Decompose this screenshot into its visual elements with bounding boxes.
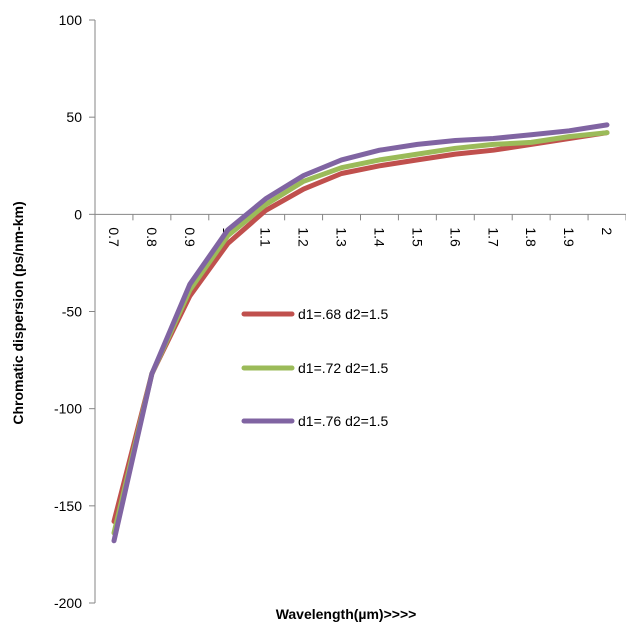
x-tick-label: 1.7 — [485, 227, 501, 247]
x-axis-ticks: 0.7 0.8 0.9 1 1.1 1.2 1.3 1.4 1.5 1.6 1.7 1.8 1.9 2 — [94, 214, 626, 247]
x-tick-label: 0.7 — [106, 227, 122, 247]
series-line-1 — [111, 130, 610, 524]
series-line-3 — [111, 122, 610, 544]
legend-label-1: d1=.68 d2=1.5 — [298, 306, 389, 322]
series-line-2 — [111, 130, 610, 536]
y-axis-ticks: 100 50 0 -50 -100 -150 -200 — [54, 12, 95, 611]
x-tick-label: 1.6 — [447, 227, 463, 247]
y-tick-label: -150 — [54, 498, 82, 514]
y-tick-label: 50 — [66, 109, 82, 125]
y-tick-label: 0 — [74, 206, 82, 222]
legend: d1=.68 d2=1.5 d1=.72 d2=1.5 d1=.76 d2=1.5 — [241, 306, 389, 429]
legend-label-3: d1=.76 d2=1.5 — [298, 413, 389, 429]
y-axis-title: Chromatic dispersion (ps/nm-km) — [10, 201, 26, 424]
x-axis-title: Wavelength(µm)>>>> — [276, 606, 417, 622]
x-tick-label: 1.8 — [523, 227, 539, 247]
x-tick-label: 1.4 — [371, 227, 387, 247]
y-tick-label: 100 — [59, 12, 83, 28]
x-tick-label: 1.5 — [409, 227, 425, 247]
y-tick-label: -200 — [54, 595, 82, 611]
x-tick-label: 0.8 — [144, 227, 160, 247]
x-tick-label: 1.2 — [296, 227, 312, 247]
x-tick-label: 1.1 — [258, 227, 274, 247]
legend-label-2: d1=.72 d2=1.5 — [298, 360, 389, 376]
y-tick-label: -50 — [62, 304, 82, 320]
x-tick-label: 1.9 — [561, 227, 577, 247]
x-tick-label: 0.9 — [182, 227, 198, 247]
x-tick-label: 1.3 — [334, 227, 350, 247]
x-tick-label: 2 — [599, 227, 615, 235]
series-lines — [111, 122, 610, 544]
y-tick-label: -100 — [54, 401, 82, 417]
